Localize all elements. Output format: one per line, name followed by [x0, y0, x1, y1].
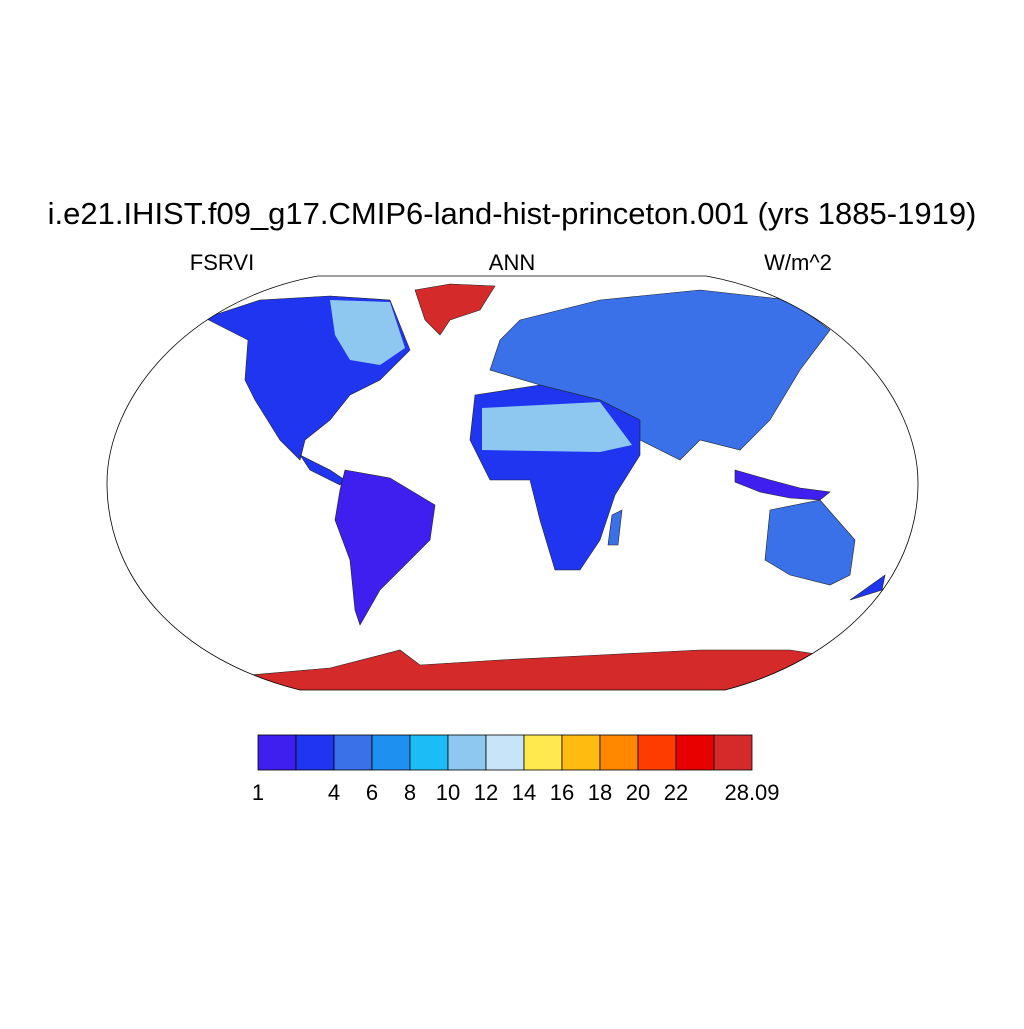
colorbar-label: 22: [664, 780, 688, 805]
colorbar-box: [295, 734, 335, 771]
colorbar: 1 4 6 8 10 12 14 16 18 20 22 28.09: [252, 734, 780, 805]
central-america: [299, 454, 346, 486]
colorbar-label: 1: [252, 780, 264, 805]
colorbar-box: [447, 734, 487, 771]
colorbar-box: [485, 734, 525, 771]
map: [204, 283, 918, 690]
colorbar-label: 8: [404, 780, 416, 805]
eurasia: [489, 289, 831, 461]
greenland: [414, 283, 496, 336]
colorbar-label: 12: [474, 780, 498, 805]
colorbar-box: [675, 734, 715, 771]
canada-arctic: [330, 300, 405, 365]
colorbar-label: 28.09: [724, 780, 779, 805]
right-string: W/m^2: [764, 250, 832, 275]
colorbar-box: [257, 734, 297, 771]
colorbar-label: 4: [328, 780, 340, 805]
colorbar-box: [333, 734, 373, 771]
left-string: FSRVI: [190, 250, 254, 275]
colorbar-label: 18: [588, 780, 612, 805]
madagascar: [607, 509, 623, 546]
colorbar-box: [371, 734, 411, 771]
colorbar-label: 20: [626, 780, 650, 805]
map-outline: [106, 275, 919, 691]
center-string: ANN: [489, 250, 535, 275]
antarctica: [249, 649, 918, 690]
title: i.e21.IHIST.f09_g17.CMIP6-land-hist-prin…: [48, 196, 977, 231]
colorbar-label: 16: [550, 780, 574, 805]
colorbar-label: 10: [436, 780, 460, 805]
se-asia-islands: [734, 469, 831, 501]
south-america: [334, 469, 436, 626]
australia: [764, 499, 856, 586]
colorbar-label: 6: [366, 780, 378, 805]
colorbar-box: [637, 734, 677, 771]
colorbar-box: [561, 734, 601, 771]
sahara: [482, 402, 632, 452]
colorbar-box: [599, 734, 639, 771]
new-zealand: [849, 574, 886, 601]
colorbar-box: [409, 734, 449, 771]
colorbar-box: [713, 734, 753, 771]
colorbar-label: 14: [512, 780, 536, 805]
colorbar-box: [523, 734, 563, 771]
